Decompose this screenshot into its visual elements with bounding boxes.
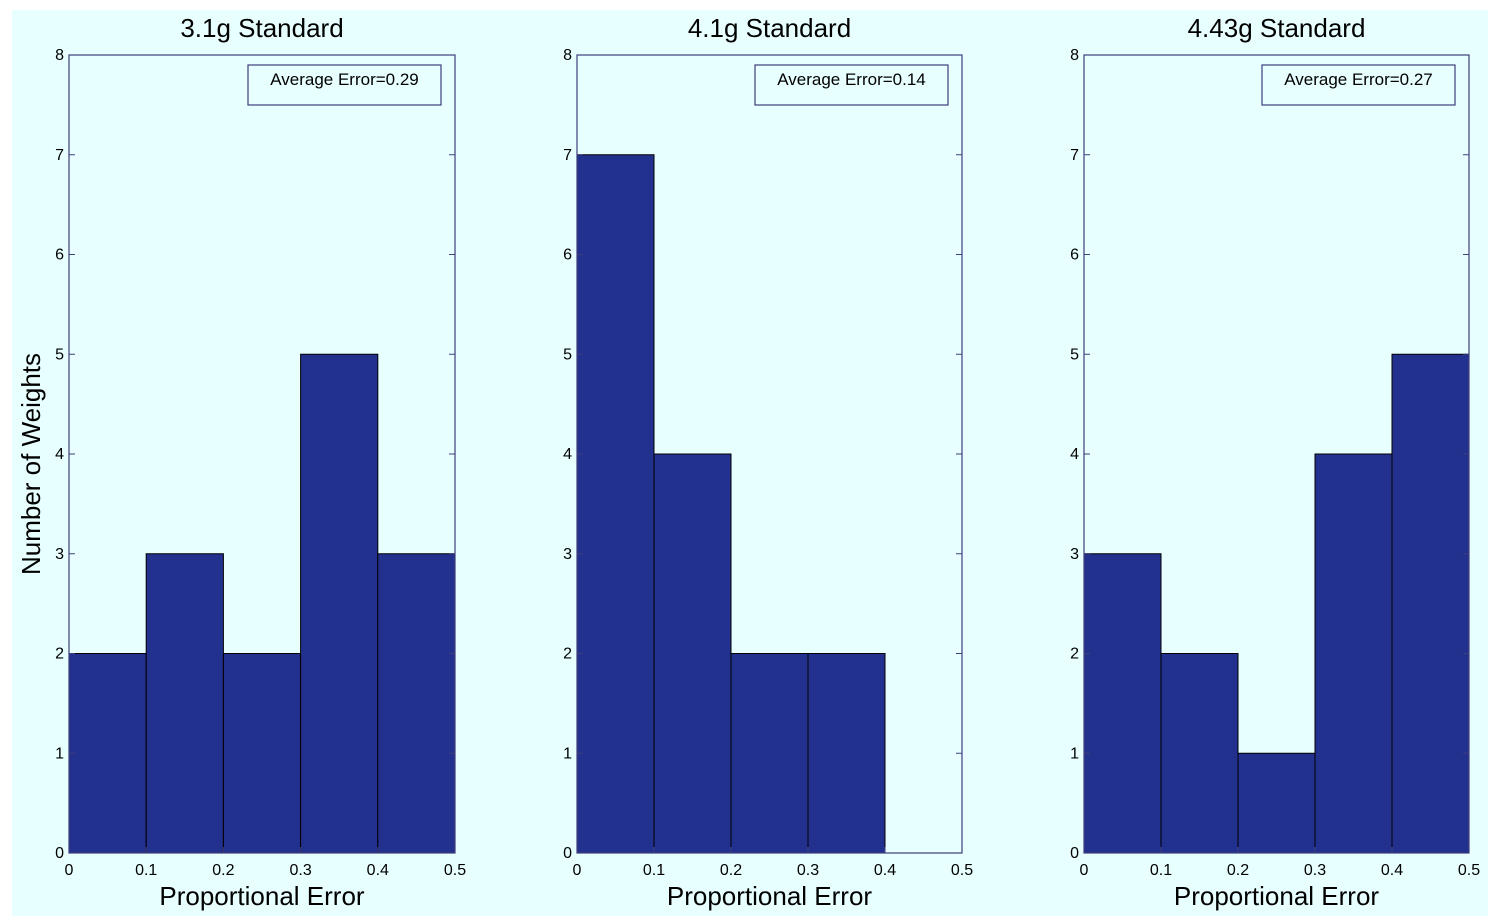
y-tick-label: 2 [55, 646, 64, 663]
y-tick-label: 0 [55, 845, 64, 862]
y-tick-label: 3 [55, 546, 64, 563]
y-tick-label: 4 [563, 446, 572, 463]
x-axis-label: Proportional Error [667, 881, 873, 911]
x-tick-label: 0.3 [1304, 862, 1326, 879]
y-tick-label: 1 [563, 745, 572, 762]
y-tick-label: 3 [563, 546, 572, 563]
histogram-bar [1083, 553, 1162, 854]
histogram-panel-2: 0 1 2 3 4 5 6 7 8 0 0.1 0.2 0.3 0.4 0.5 4.1g Standard Pr… [563, 13, 973, 911]
annotation-box [754, 64, 949, 106]
histogram-bar [1237, 752, 1316, 854]
x-tick-label: 0.3 [797, 862, 819, 879]
y-tick-label: 0 [563, 845, 572, 862]
x-tick-label: 0.1 [643, 862, 665, 879]
x-tick-label: 0 [573, 862, 582, 879]
y-tick-label: 7 [1070, 147, 1079, 164]
y-tick-label: 6 [563, 247, 572, 264]
x-tick-label: 0.5 [1458, 862, 1480, 879]
y-axis-label: Number of Weights [16, 353, 46, 575]
x-axis-label: Proportional Error [1174, 881, 1380, 911]
chart-title: 4.43g Standard [1188, 13, 1366, 43]
y-tick-label: 6 [55, 247, 64, 264]
histogram-bar [576, 154, 655, 854]
histogram-bar [68, 653, 147, 854]
histogram-bar [222, 653, 302, 854]
x-tick-label: 0.2 [720, 862, 742, 879]
average-error-annotation: Average Error=0.14 [777, 70, 926, 89]
y-tick-label: 0 [1070, 845, 1079, 862]
annotation-box [247, 64, 442, 106]
y-tick-label: 8 [1070, 47, 1079, 64]
average-error-annotation: Average Error=0.29 [270, 70, 419, 89]
y-tick-label: 5 [1070, 346, 1079, 363]
y-tick-label: 2 [1070, 646, 1079, 663]
x-tick-label: 0.5 [444, 862, 466, 879]
y-tick-label: 7 [563, 147, 572, 164]
y-tick-label: 8 [563, 47, 572, 64]
x-tick-label: 0.1 [135, 862, 157, 879]
x-tick-label: 0.4 [367, 862, 389, 879]
x-axis-label: Proportional Error [159, 881, 365, 911]
y-tick-label: 5 [55, 346, 64, 363]
histogram-bar [807, 653, 886, 854]
histogram-bar [730, 653, 809, 854]
histogram-bar [1391, 353, 1470, 854]
histogram-bar [653, 453, 732, 854]
y-tick-label: 6 [1070, 247, 1079, 264]
average-error-annotation: Average Error=0.27 [1284, 70, 1433, 89]
x-tick-label: 0.2 [212, 862, 234, 879]
x-tick-label: 0.1 [1150, 862, 1172, 879]
histogram-bar [1314, 453, 1393, 854]
annotation-box [1261, 64, 1456, 106]
histogram-bar [1160, 653, 1239, 854]
y-tick-label: 1 [55, 745, 64, 762]
histogram-bar [300, 353, 379, 854]
histogram-bar [377, 553, 456, 854]
chart-title: 3.1g Standard [180, 13, 343, 43]
y-tick-label: 3 [1070, 546, 1079, 563]
y-tick-label: 4 [1070, 446, 1079, 463]
x-tick-label: 0 [1080, 862, 1089, 879]
y-tick-label: 4 [55, 446, 64, 463]
x-tick-label: 0.4 [1381, 862, 1403, 879]
histogram-bar [145, 553, 224, 854]
histogram-panel-1: 0 1 2 3 4 5 6 7 8 0 0.1 0.2 0.3 0.4 0.5 3.1g Standard Pr… [16, 13, 466, 911]
histogram-panel-3: 0 1 2 3 4 5 6 7 8 0 0.1 0.2 0.3 0.4 0.5 4.43g Standard P… [1070, 13, 1480, 911]
y-tick-label: 5 [563, 346, 572, 363]
y-tick-label: 8 [55, 47, 64, 64]
x-tick-label: 0.5 [951, 862, 973, 879]
x-tick-label: 0.3 [289, 862, 311, 879]
y-tick-label: 1 [1070, 745, 1079, 762]
x-tick-label: 0.2 [1227, 862, 1249, 879]
x-tick-label: 0.4 [874, 862, 896, 879]
y-tick-label: 2 [563, 646, 572, 663]
chart-title: 4.1g Standard [688, 13, 851, 43]
y-tick-label: 7 [55, 147, 64, 164]
x-tick-label: 0 [65, 862, 74, 879]
